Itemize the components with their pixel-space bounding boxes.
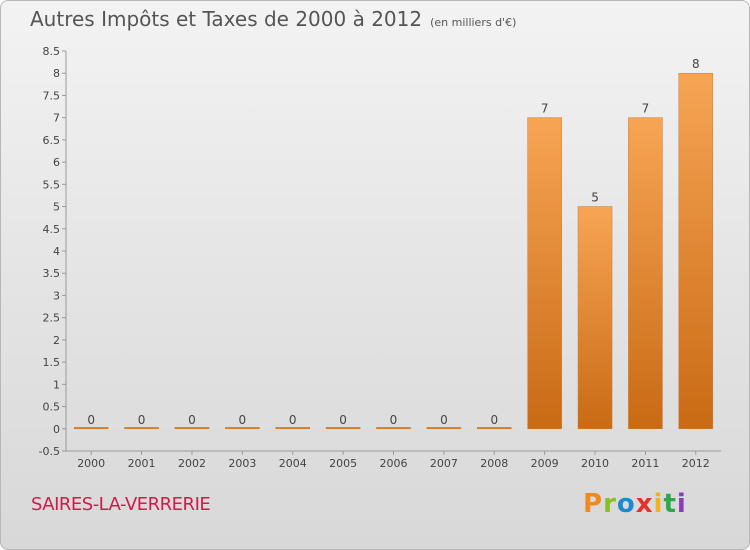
bar-value-label: 0 [188,413,196,427]
y-axis-ticks: -0.5 0 0.5 1 1.5 2 2.5 3 3.5 4 4.5 5 5.5 6 6.5 7 7.5 8 8.5 [39,45,66,458]
x-tick-label: 2011 [631,457,659,470]
y-tick-label: 4.5 [43,223,61,236]
y-tick-label: 5 [53,201,60,214]
bar [73,427,109,430]
chart-axes [65,51,721,452]
y-tick-label: 6.5 [43,134,61,147]
x-tick-label: 2010 [581,457,609,470]
logo-letter: P [583,489,604,519]
bar [678,72,714,430]
chart-bars: 0 0 0 0 0 0 0 0 0 7 5 7 8 [73,57,714,430]
bar-value-label: 7 [642,102,650,116]
y-tick-label: 3 [53,289,60,302]
commune-name: SAIRES-LA-VERRERIE [31,494,211,515]
y-tick-label: 0.5 [43,401,61,414]
x-tick-label: 2001 [128,457,156,470]
bar-value-label: 0 [289,413,297,427]
bar [174,427,210,430]
x-tick-label: 2002 [178,457,206,470]
y-tick-label: 8.5 [43,45,61,58]
y-tick-label: 2.5 [43,312,61,325]
chart-title-text: Autres Impôts et Taxes de 2000 à 2012 [30,7,423,31]
x-tick-label: 2000 [77,457,105,470]
y-tick-label: -0.5 [39,445,60,458]
y-tick-label: 7 [53,112,60,125]
bar-value-label: 0 [138,413,146,427]
bar [577,206,613,430]
logo-letter: t [663,489,677,519]
bar [275,427,310,430]
x-tick-label: 2006 [380,457,408,470]
x-tick-label: 2005 [329,457,357,470]
bar-value-label: 0 [390,413,398,427]
y-tick-label: 2 [53,334,60,347]
chart-subtitle: (en milliers d'€) [430,16,517,29]
bar-value-label: 0 [339,413,347,427]
bar [325,427,361,430]
x-tick-label: 2012 [682,457,710,470]
y-tick-label: 4 [53,245,60,258]
bar-value-label: 0 [440,413,448,427]
bar-value-label: 5 [591,191,599,205]
chart-title: Autres Impôts et Taxes de 2000 à 2012 (en… [30,7,516,31]
y-tick-label: 3.5 [43,267,61,280]
bar [376,427,411,430]
x-tick-label: 2009 [531,457,559,470]
bar-value-label: 0 [490,413,498,427]
bar [477,427,512,430]
logo-letter: i [653,489,664,519]
logo-letter: i [676,489,687,519]
bar [426,427,462,430]
proxiti-logo: Proxiti [583,489,687,519]
y-tick-label: 0 [53,423,60,436]
logo-letter: x [635,489,654,519]
x-axis-ticks: 2000 2001 2002 2003 2004 2005 2006 2007 2008 2009… [77,451,710,470]
bar [225,427,260,430]
bar [628,117,663,430]
y-tick-label: 7.5 [43,89,61,102]
logo-letter: r [603,489,617,519]
y-tick-label: 5.5 [43,178,61,191]
y-tick-label: 8 [53,67,60,80]
bar-value-label: 0 [239,413,247,427]
y-tick-label: 1.5 [43,356,61,369]
x-tick-label: 2008 [480,457,508,470]
bar [527,117,562,430]
bar-value-label: 8 [692,57,700,71]
x-tick-label: 2004 [279,457,307,470]
y-tick-label: 6 [53,156,60,169]
bar-value-label: 7 [541,102,549,116]
bar [124,427,159,430]
bar-value-label: 0 [87,413,95,427]
logo-letter: o [616,489,636,519]
x-tick-label: 2007 [430,457,458,470]
y-tick-label: 1 [53,378,60,391]
x-tick-label: 2003 [228,457,256,470]
